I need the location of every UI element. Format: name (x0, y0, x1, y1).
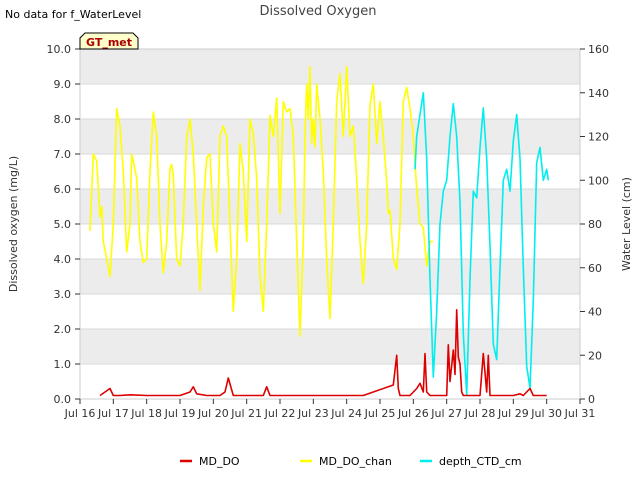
legend-label: MD_DO (199, 455, 240, 468)
x-tick-label: Jul 23 (297, 407, 329, 420)
x-tick-label: Jul 29 (497, 407, 529, 420)
series-line-depth-ctd-cm (414, 92, 550, 396)
y-tick-label: 8.0 (54, 113, 72, 126)
chart-title: Dissolved Oxygen (260, 4, 377, 19)
x-tick-label: Jul 21 (230, 407, 262, 420)
y2-tick-label: 120 (588, 131, 609, 144)
x-tick-label: Jul 30 (530, 407, 562, 420)
y-tick-label: 6.0 (54, 183, 72, 196)
y-tick-label: 4.0 (54, 253, 72, 266)
x-tick-label: Jul 22 (264, 407, 296, 420)
gridlines (80, 48, 580, 400)
y-tick-label: 5.0 (54, 218, 72, 231)
x-tick-label: Jul 20 (197, 407, 229, 420)
x-tick-label: Jul 17 (97, 407, 129, 420)
x-tick-label: Jul 31 (564, 407, 596, 420)
x-tick-label: Jul 25 (364, 407, 396, 420)
y2-tick-label: 20 (588, 349, 602, 362)
y-axis-right: 0 20 40 60 80 100 120 140 160 (580, 43, 609, 406)
x-tick-label: Jul 19 (164, 407, 196, 420)
legend-label: depth_CTD_cm (439, 455, 522, 468)
y2-tick-label: 60 (588, 262, 602, 275)
y-tick-label: 2.0 (54, 323, 72, 336)
x-tick-label: Jul 18 (130, 407, 162, 420)
legend: MD_DO MD_DO_chan depth_CTD_cm (180, 455, 522, 468)
series-line-md-do (99, 308, 547, 397)
x-tick-label: Jul 28 (464, 407, 496, 420)
series-lines (89, 65, 550, 397)
background-band (80, 329, 580, 364)
y2-tick-label: 80 (588, 218, 602, 231)
x-tick-label: Jul 24 (330, 407, 362, 420)
y2-tick-label: 40 (588, 306, 602, 319)
x-tick-label: Jul 27 (430, 407, 462, 420)
x-axis: Jul 16 Jul 17 Jul 18 Jul 19 Jul 20 Jul 21 Jul … (64, 399, 596, 420)
y-tick-label: 7.0 (54, 148, 72, 161)
y-tick-label: 9.0 (54, 78, 72, 91)
y-tick-label: 0.0 (54, 393, 72, 406)
badge-label: GT_met (86, 36, 132, 49)
background-band (80, 49, 580, 84)
background-band (80, 189, 580, 224)
y2-tick-label: 100 (588, 174, 609, 187)
y2-axis-label: Water Level (cm) (620, 177, 633, 271)
no-data-note: No data for f_WaterLevel (5, 8, 141, 21)
y-tick-label: 1.0 (54, 358, 72, 371)
y-axis-label: Dissolved oxygen (mg/L) (7, 156, 20, 292)
y2-tick-label: 0 (588, 393, 595, 406)
plot-background-bands (80, 49, 580, 364)
legend-label: MD_DO_chan (319, 455, 392, 468)
series-line-md-do-chan (89, 65, 434, 337)
y-tick-label: 3.0 (54, 288, 72, 301)
x-tick-label: Jul 16 (64, 407, 96, 420)
background-band (80, 119, 580, 154)
y2-tick-label: 160 (588, 43, 609, 56)
background-band (80, 259, 580, 294)
x-tick-label: Jul 26 (397, 407, 429, 420)
y-axis-left: 0.0 1.0 2.0 3.0 4.0 5.0 6.0 7.0 8.0 9.0 10.0 (47, 43, 80, 406)
y2-tick-label: 140 (588, 87, 609, 100)
gt-met-badge: GT_met (79, 32, 139, 50)
y-tick-label: 10.0 (47, 43, 72, 56)
